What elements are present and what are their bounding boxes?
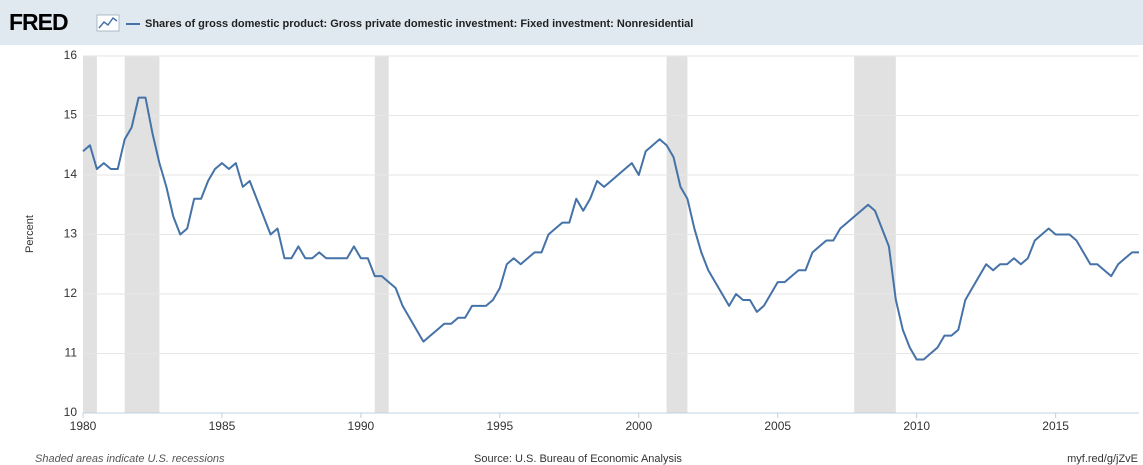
y-tick-label: 11: [65, 346, 78, 360]
x-tick-label: 1990: [348, 419, 375, 433]
footer-source: Source: U.S. Bureau of Economic Analysis: [474, 453, 682, 465]
data-line: [82, 96, 1139, 361]
y-tick-label: 10: [64, 405, 78, 419]
y-tick-label: 14: [64, 167, 78, 181]
x-tick-label: 2005: [764, 419, 791, 433]
legend-label: Shares of gross domestic product: Gross …: [145, 18, 693, 30]
y-tick-label: 13: [64, 227, 78, 241]
y-tick-label: 16: [64, 48, 78, 62]
footer-link: myf.red/g/jZvE: [1067, 453, 1138, 465]
x-tick-label: 2015: [1042, 419, 1069, 433]
x-tick-label: 2000: [625, 419, 652, 433]
y-tick-label: 15: [64, 108, 78, 122]
x-tick-label: 1980: [70, 419, 97, 433]
x-tick-label: 2010: [903, 419, 930, 433]
header-band: [0, 0, 1143, 45]
x-tick-label: 1995: [486, 419, 513, 433]
logo-icon: [96, 14, 120, 32]
footer-note: Shaded areas indicate U.S. recessions: [35, 453, 225, 465]
logo: FRED: [9, 9, 68, 35]
y-tick-label: 12: [64, 286, 78, 300]
x-tick-label: 1985: [209, 419, 236, 433]
y-axis-label: Percent: [24, 215, 36, 253]
